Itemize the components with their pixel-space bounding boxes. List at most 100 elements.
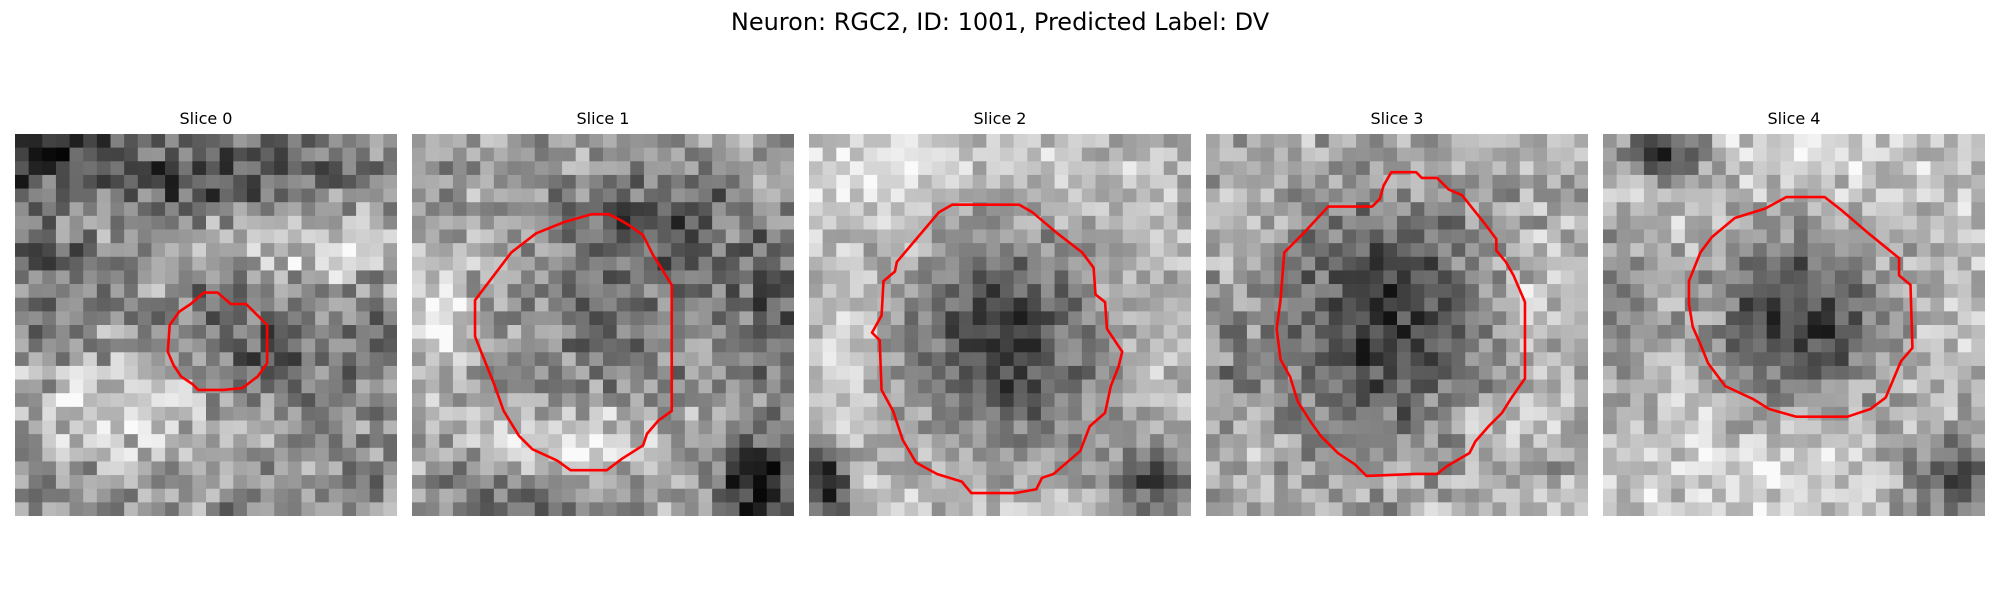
image-pixel [548, 202, 563, 217]
image-pixel [466, 229, 481, 244]
image-pixel [1163, 202, 1178, 217]
image-pixel [1916, 325, 1931, 340]
image-pixel [124, 352, 139, 367]
image-pixel [712, 325, 727, 340]
image-pixel [110, 488, 125, 503]
image-pixel [1766, 243, 1781, 258]
image-pixel [1889, 188, 1904, 203]
image-pixel [1903, 256, 1918, 271]
image-pixel [315, 365, 330, 380]
image-pixel [548, 256, 563, 271]
image-pixel [1725, 134, 1740, 149]
image-pixel [548, 461, 563, 476]
image-pixel [1219, 147, 1234, 162]
image-pixel [809, 475, 824, 490]
image-pixel [1054, 256, 1069, 271]
image-pixel [1246, 420, 1261, 435]
image-pixel [822, 325, 837, 340]
image-pixel [1424, 352, 1439, 367]
image-pixel [165, 475, 180, 490]
image-pixel [1478, 188, 1493, 203]
image-pixel [1122, 420, 1137, 435]
image-pixel [1068, 434, 1083, 449]
image-pixel [521, 188, 536, 203]
image-pixel [1369, 420, 1384, 435]
image-pixel [15, 434, 30, 449]
image-pixel [1027, 338, 1042, 353]
image-pixel [1150, 229, 1165, 244]
image-pixel [1219, 502, 1234, 516]
image-pixel [1725, 174, 1740, 189]
image-pixel [1287, 174, 1302, 189]
image-pixel [328, 284, 343, 299]
image-pixel [96, 284, 111, 299]
image-pixel [918, 311, 933, 326]
image-pixel [192, 365, 207, 380]
image-pixel [466, 352, 481, 367]
image-pixel [1465, 475, 1480, 490]
image-pixel [1424, 420, 1439, 435]
image-pixel [630, 270, 645, 285]
image-pixel [1533, 406, 1548, 421]
image-pixel [1150, 338, 1165, 353]
image-pixel [96, 161, 111, 176]
image-pixel [1206, 297, 1221, 312]
image-pixel [698, 134, 713, 149]
image-pixel [809, 325, 824, 340]
image-pixel [1616, 365, 1631, 380]
image-pixel [1533, 365, 1548, 380]
image-pixel [630, 215, 645, 230]
image-pixel [1821, 365, 1836, 380]
image-pixel [877, 215, 892, 230]
image-pixel [1437, 188, 1452, 203]
image-pixel [986, 325, 1001, 340]
image-pixel [1630, 338, 1645, 353]
image-pixel [287, 379, 302, 394]
image-pixel [1506, 338, 1521, 353]
image-pixel [739, 461, 754, 476]
image-pixel [931, 188, 946, 203]
image-pixel [589, 297, 604, 312]
image-pixel [698, 202, 713, 217]
image-pixel [480, 461, 495, 476]
image-pixel [1260, 447, 1275, 462]
image-pixel [315, 420, 330, 435]
image-pixel [589, 270, 604, 285]
image-pixel [1356, 297, 1371, 312]
image-pixel [246, 393, 261, 408]
image-pixel [1122, 215, 1137, 230]
image-pixel [1424, 365, 1439, 380]
image-pixel [1342, 406, 1357, 421]
image-pixel [439, 161, 454, 176]
image-pixel [1122, 338, 1137, 353]
slice-image-3 [1206, 134, 1588, 516]
image-pixel [1848, 447, 1863, 462]
image-pixel [548, 365, 563, 380]
image-pixel [1630, 243, 1645, 258]
image-pixel [918, 365, 933, 380]
image-pixel [165, 270, 180, 285]
image-pixel [562, 256, 577, 271]
image-pixel [863, 365, 878, 380]
image-pixel [1424, 134, 1439, 149]
image-pixel [684, 188, 699, 203]
image-pixel [466, 161, 481, 176]
image-pixel [1122, 502, 1137, 516]
image-pixel [315, 215, 330, 230]
image-pixel [1206, 147, 1221, 162]
image-pixel [890, 502, 905, 516]
image-pixel [1930, 161, 1945, 176]
image-pixel [466, 488, 481, 503]
image-pixel [1219, 284, 1234, 299]
image-pixel [1547, 379, 1562, 394]
image-pixel [780, 270, 794, 285]
image-pixel [1794, 447, 1809, 462]
image-pixel [809, 284, 824, 299]
image-pixel [931, 311, 946, 326]
image-pixel [1519, 488, 1534, 503]
image-pixel [959, 475, 974, 490]
image-pixel [1040, 311, 1055, 326]
image-pixel [1109, 202, 1124, 217]
image-pixel [1834, 420, 1849, 435]
image-pixel [301, 284, 316, 299]
